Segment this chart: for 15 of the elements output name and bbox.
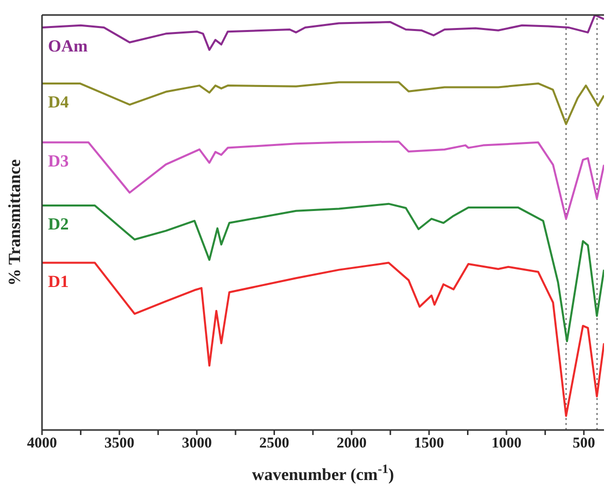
x-axis-title: wavenumber (cm$^{-1}$)	[252, 462, 394, 484]
y-axis-title: % Transmittance	[5, 158, 24, 286]
x-tick-label: 2000	[336, 436, 367, 452]
x-tick-label: 500	[572, 436, 596, 452]
series-label: D1	[48, 272, 69, 291]
x-tick-label: 2500	[259, 436, 290, 452]
series-label: D4	[48, 92, 70, 112]
x-tick-label: 3000	[182, 436, 212, 452]
x-tick-label: 4000	[27, 436, 57, 452]
x-tick-label: 1000	[491, 436, 522, 452]
x-tick-label: 3500	[104, 436, 134, 452]
series-label: D3	[48, 151, 69, 170]
series-label: OAm	[48, 36, 88, 56]
series-label: D2	[48, 214, 69, 234]
x-tick-label: 1500	[414, 436, 444, 452]
